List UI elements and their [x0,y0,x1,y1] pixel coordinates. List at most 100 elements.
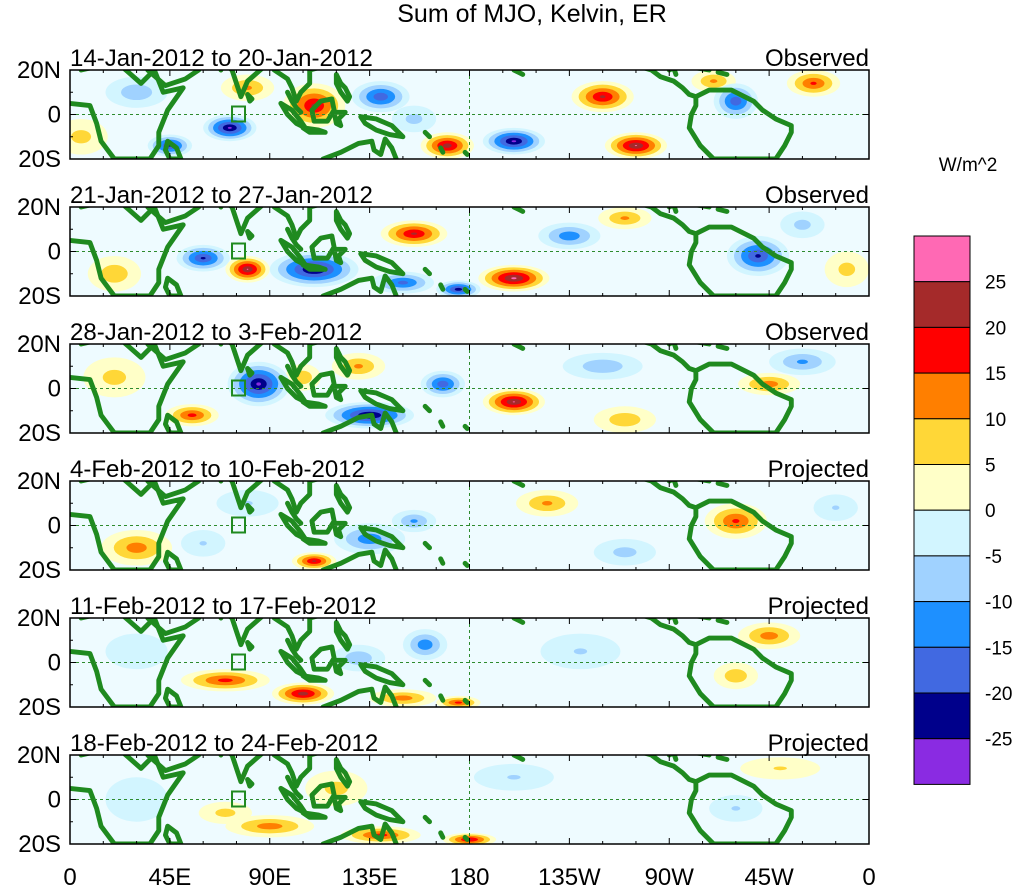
latitude-label: 0 [48,102,61,129]
anomaly-contour [573,648,588,655]
anomaly-contour [373,92,388,101]
anomaly-contour [246,268,249,270]
latitude-label: 20S [18,146,61,173]
anomaly-contour [257,823,283,830]
anomaly-contour [102,369,127,385]
index-box [231,790,247,808]
longitude-label: 90E [248,864,291,889]
anomaly-contour [405,113,423,124]
anomaly-contour [507,775,521,780]
colorbar-level-label: -25 [985,730,1012,751]
anomaly-contour [511,140,517,143]
longitude-label: 135E [342,864,398,889]
colorbar-level-label: 15 [985,364,1006,385]
anomaly-contour [215,808,236,818]
anomaly-contour [199,541,207,546]
colorbar-swatch [913,372,971,420]
latitude-label: 20N [17,331,61,358]
panel-date-range: 21-Jan-2012 to 27-Jan-2012 [70,182,373,209]
index-box [231,653,247,671]
colorbar-level-label: 25 [985,273,1006,294]
latitude-label: 20N [17,57,61,84]
anomaly-contour [345,651,372,665]
map-panel: 20N 0 20S 14-Jan-2012 to 20-Jan-2012 Observe… [17,45,870,173]
panel-kind-label: Observed [765,45,869,72]
anomaly-contour [297,691,309,696]
anomaly-contour [217,678,233,683]
anomaly-contour [609,412,641,427]
anomaly-contour [796,359,808,365]
anomaly-contour [732,518,740,524]
anomaly-contour [512,401,516,403]
anomaly-contour [731,806,741,811]
longitude-label: 135W [538,864,601,889]
panel-kind-label: Observed [765,319,869,346]
colorbar-level-label: -5 [985,547,1002,568]
index-box [231,105,247,123]
anomaly-contour [354,364,363,369]
longitude-axis: 0 45E 90E 135E 180 135W 90W 45W 0 [63,864,875,889]
anomaly-contour [121,84,153,101]
panel-kind-label: Projected [768,730,869,757]
colorbar-swatch [913,509,971,557]
index-box [231,242,247,260]
colorbar-level-label: 20 [985,318,1006,339]
anomaly-contour [511,277,517,280]
latitude-label: 20N [17,194,61,221]
anomaly-contour [417,639,433,650]
longitude-label: 45E [149,864,192,889]
latitude-label: 20S [18,694,61,721]
anomaly-contour [454,287,463,291]
anomaly-contour [227,126,232,129]
anomaly-contour [582,359,623,373]
anomaly-contour [442,143,452,148]
colorbar-swatch [913,418,971,465]
panel-date-range: 28-Jan-2012 to 3-Feb-2012 [70,319,362,346]
colorbar-level-label: -20 [985,684,1012,705]
colorbar-swatch [913,601,971,648]
anomaly-contour [200,256,206,260]
map-panel: 20N 0 20S 11-Feb-2012 to 17-Feb-2012 Project… [17,593,870,721]
longitude-label: 180 [449,864,489,889]
anomaly-contour [773,766,787,771]
anomaly-contour [126,542,147,553]
anomaly-contour [187,413,197,418]
anomaly-contour [709,79,718,83]
map-panel: 20N 0 20S 4-Feb-2012 to 10-Feb-2012 Projecte… [17,456,870,584]
map-panel: 20N 0 20S 21-Jan-2012 to 27-Jan-2012 Observe… [17,182,870,310]
anomaly-contour [454,701,463,704]
latitude-label: 20N [17,605,61,632]
anomaly-contour [542,501,553,506]
colorbar-swatch [913,646,971,694]
anomaly-contour [730,96,742,106]
panel-date-range: 14-Jan-2012 to 20-Jan-2012 [70,45,373,72]
panel-kind-label: Projected [768,593,869,620]
colorbar-level-label: 5 [985,456,996,477]
panel-date-range: 11-Feb-2012 to 17-Feb-2012 [70,593,376,620]
anomaly-contour [832,505,840,510]
colorbar-level-label: 10 [985,410,1006,431]
latitude-label: 0 [48,513,61,540]
panel-kind-label: Observed [765,182,869,209]
latitude-label: 0 [48,787,61,814]
longitude-label: 0 [862,864,875,889]
anomaly-contour [105,633,168,670]
anomaly-contour [437,380,449,388]
anomaly-contour [397,280,409,285]
latitude-label: 20N [17,742,61,769]
latitude-label: 0 [48,239,61,266]
anomaly-contour [810,81,817,85]
panel-kind-label: Projected [768,456,869,483]
map-panel: 20N 0 20S 28-Jan-2012 to 3-Feb-2012 Observed [17,319,870,447]
latitude-label: 20S [18,283,61,310]
anomaly-contour [838,262,856,276]
anomaly-contour [312,560,317,562]
latitude-label: 0 [48,650,61,677]
colorbar-swatch [913,235,971,283]
anomaly-contour [101,264,128,283]
units-label: W/m^2 [939,155,998,176]
anomaly-contour [620,216,630,220]
longitude-label: 45W [744,864,794,889]
longitude-label: 0 [63,864,76,889]
anomaly-contour [256,382,261,386]
